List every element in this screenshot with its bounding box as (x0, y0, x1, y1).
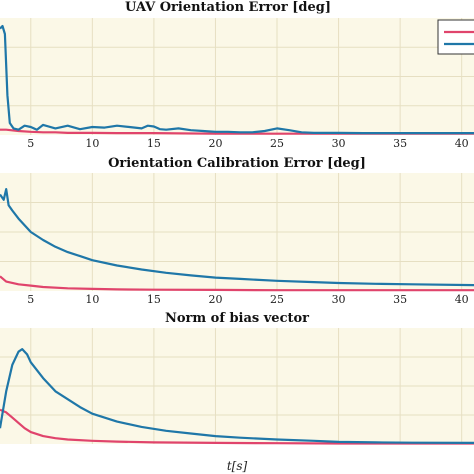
x-tick-label: 20 (208, 293, 222, 306)
series-line-blue (0, 24, 474, 135)
series-line-red (0, 275, 474, 292)
panel-norm-of-bias-vector: Norm of bias vector (0, 311, 474, 445)
series-line-blue (0, 348, 474, 444)
x-tick-label: 30 (332, 293, 346, 306)
series-group (0, 348, 474, 445)
x-tick-labels: 5 10 15 20 25 30 35 40 (27, 293, 468, 306)
x-axis-label: t[s] (227, 459, 248, 473)
x-tick-label: 10 (85, 293, 99, 306)
panel-orientation-calibration-error: Orientation Calibration Error [deg] 5 10 1… (0, 156, 474, 306)
legend-box (437, 19, 474, 55)
x-tick-label: 35 (393, 137, 407, 150)
x-tick-label: 25 (270, 293, 284, 306)
series-line-red (0, 408, 474, 445)
x-tick-label: 35 (393, 293, 407, 306)
x-tick-label: 5 (27, 137, 34, 150)
legend (437, 19, 474, 55)
panel-title: Norm of bias vector (165, 311, 309, 326)
x-tick-labels: 5 10 15 20 25 30 35 40 (27, 137, 468, 150)
x-tick-label: 25 (270, 137, 284, 150)
x-tick-label: 30 (332, 137, 346, 150)
x-tick-label: 15 (147, 293, 161, 306)
panel-title: Orientation Calibration Error [deg] (108, 156, 366, 171)
series-group (0, 188, 474, 292)
grid-lines (0, 328, 474, 444)
x-tick-label: 5 (27, 293, 34, 306)
panel-uav-orientation-error: UAV Orientation Error [deg] 5 10 15 20 25 30 3… (0, 0, 474, 150)
x-tick-label: 15 (147, 137, 161, 150)
series-group (0, 24, 474, 135)
x-tick-label: 10 (85, 137, 99, 150)
x-tick-label: 40 (455, 137, 469, 150)
panel-title: UAV Orientation Error [deg] (125, 0, 331, 15)
x-tick-label: 40 (455, 293, 469, 306)
grid-lines (0, 173, 474, 291)
series-line-blue (0, 188, 474, 287)
x-tick-label: 20 (208, 137, 222, 150)
